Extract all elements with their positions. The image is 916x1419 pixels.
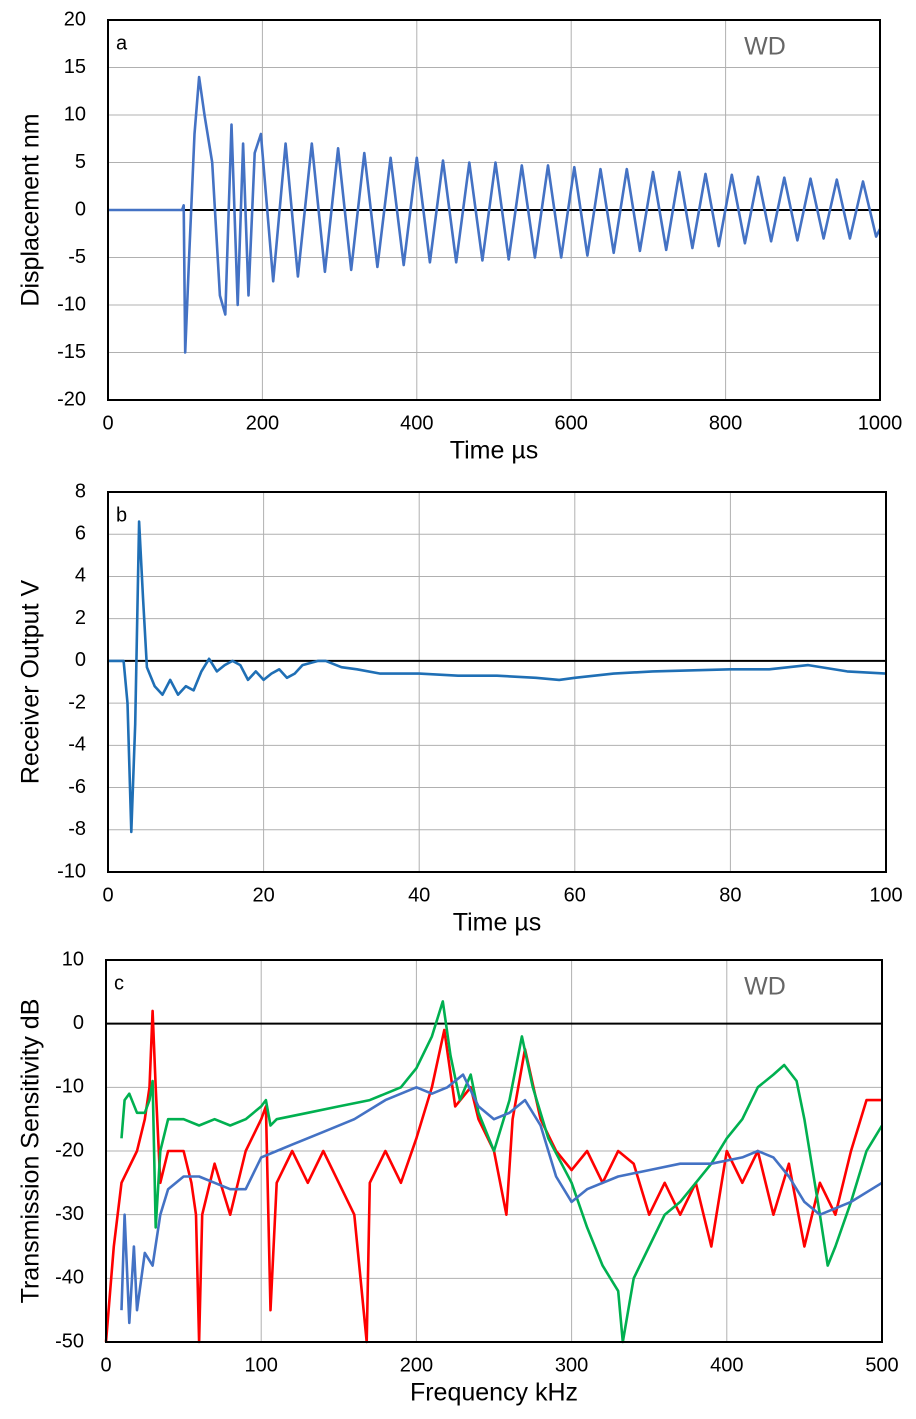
y-tick-label: -20 bbox=[57, 388, 86, 410]
x-tick-label: 800 bbox=[709, 412, 742, 434]
y-tick-label: -10 bbox=[57, 860, 86, 882]
x-tick-label: 0 bbox=[102, 412, 113, 434]
data-line bbox=[120, 1073, 883, 1325]
y-tick-label: -30 bbox=[55, 1203, 84, 1225]
data-line bbox=[104, 1009, 882, 1344]
x-tick-label: 40 bbox=[408, 884, 430, 906]
plot-frame bbox=[107, 491, 887, 873]
x-tick-label: 200 bbox=[400, 1354, 433, 1376]
y-tick-label: -10 bbox=[55, 1076, 84, 1098]
y-tick-label: 4 bbox=[75, 565, 86, 587]
plot-frame bbox=[105, 959, 883, 1343]
y-tick-label: 0 bbox=[73, 1012, 84, 1034]
x-tick-label: 100 bbox=[245, 1354, 278, 1376]
data-line bbox=[120, 1000, 884, 1344]
x-tick-label: 60 bbox=[564, 884, 586, 906]
x-tick-label: 400 bbox=[710, 1354, 743, 1376]
y-tick-label: 0 bbox=[75, 198, 86, 220]
y-tick-label: -20 bbox=[55, 1139, 84, 1161]
annotation: WD bbox=[744, 33, 786, 61]
y-tick-label: -2 bbox=[68, 691, 86, 713]
x-tick-label: 1000 bbox=[858, 412, 903, 434]
data-line bbox=[108, 75, 882, 354]
x-axis-label: Time µs bbox=[453, 909, 541, 937]
x-tick-label: 0 bbox=[100, 1354, 111, 1376]
y-tick-label: 10 bbox=[64, 103, 86, 125]
annotation: WD bbox=[744, 973, 786, 1001]
x-tick-label: 600 bbox=[555, 412, 588, 434]
y-tick-label: 0 bbox=[75, 649, 86, 671]
annotation: a bbox=[116, 32, 128, 54]
x-tick-label: 80 bbox=[719, 884, 741, 906]
x-tick-label: 20 bbox=[252, 884, 274, 906]
y-tick-label: 10 bbox=[62, 948, 84, 970]
y-tick-label: -15 bbox=[57, 341, 86, 363]
x-tick-label: 300 bbox=[555, 1354, 588, 1376]
y-tick-label: 5 bbox=[75, 151, 86, 173]
y-tick-label: -6 bbox=[68, 776, 86, 798]
x-tick-label: 100 bbox=[869, 884, 902, 906]
data-line bbox=[108, 520, 887, 834]
y-tick-label: 6 bbox=[75, 523, 86, 545]
x-axis-label: Frequency kHz bbox=[410, 1379, 578, 1407]
x-tick-label: 400 bbox=[400, 412, 433, 434]
x-tick-label: 0 bbox=[102, 884, 113, 906]
y-tick-label: 8 bbox=[75, 480, 86, 502]
y-tick-label: -40 bbox=[55, 1267, 84, 1289]
x-tick-label: 200 bbox=[246, 412, 279, 434]
y-tick-label: 15 bbox=[64, 56, 86, 78]
y-tick-label: -4 bbox=[68, 734, 86, 756]
y-tick-label: -5 bbox=[68, 246, 86, 268]
y-tick-label: -50 bbox=[55, 1330, 84, 1352]
x-axis-label: Time µs bbox=[450, 437, 538, 465]
y-tick-label: -10 bbox=[57, 293, 86, 315]
x-tick-label: 500 bbox=[865, 1354, 898, 1376]
y-tick-label: -8 bbox=[68, 818, 86, 840]
y-axis-label: Displacement nm bbox=[17, 113, 45, 306]
y-tick-label: 2 bbox=[75, 607, 86, 629]
y-tick-label: 20 bbox=[64, 8, 86, 30]
annotation: b bbox=[116, 504, 127, 526]
y-axis-label: Transmission Sensitivity dB bbox=[17, 999, 45, 1304]
y-axis-label: Receiver Output V bbox=[17, 580, 45, 785]
annotation: c bbox=[114, 972, 124, 994]
plot-frame bbox=[107, 19, 881, 401]
